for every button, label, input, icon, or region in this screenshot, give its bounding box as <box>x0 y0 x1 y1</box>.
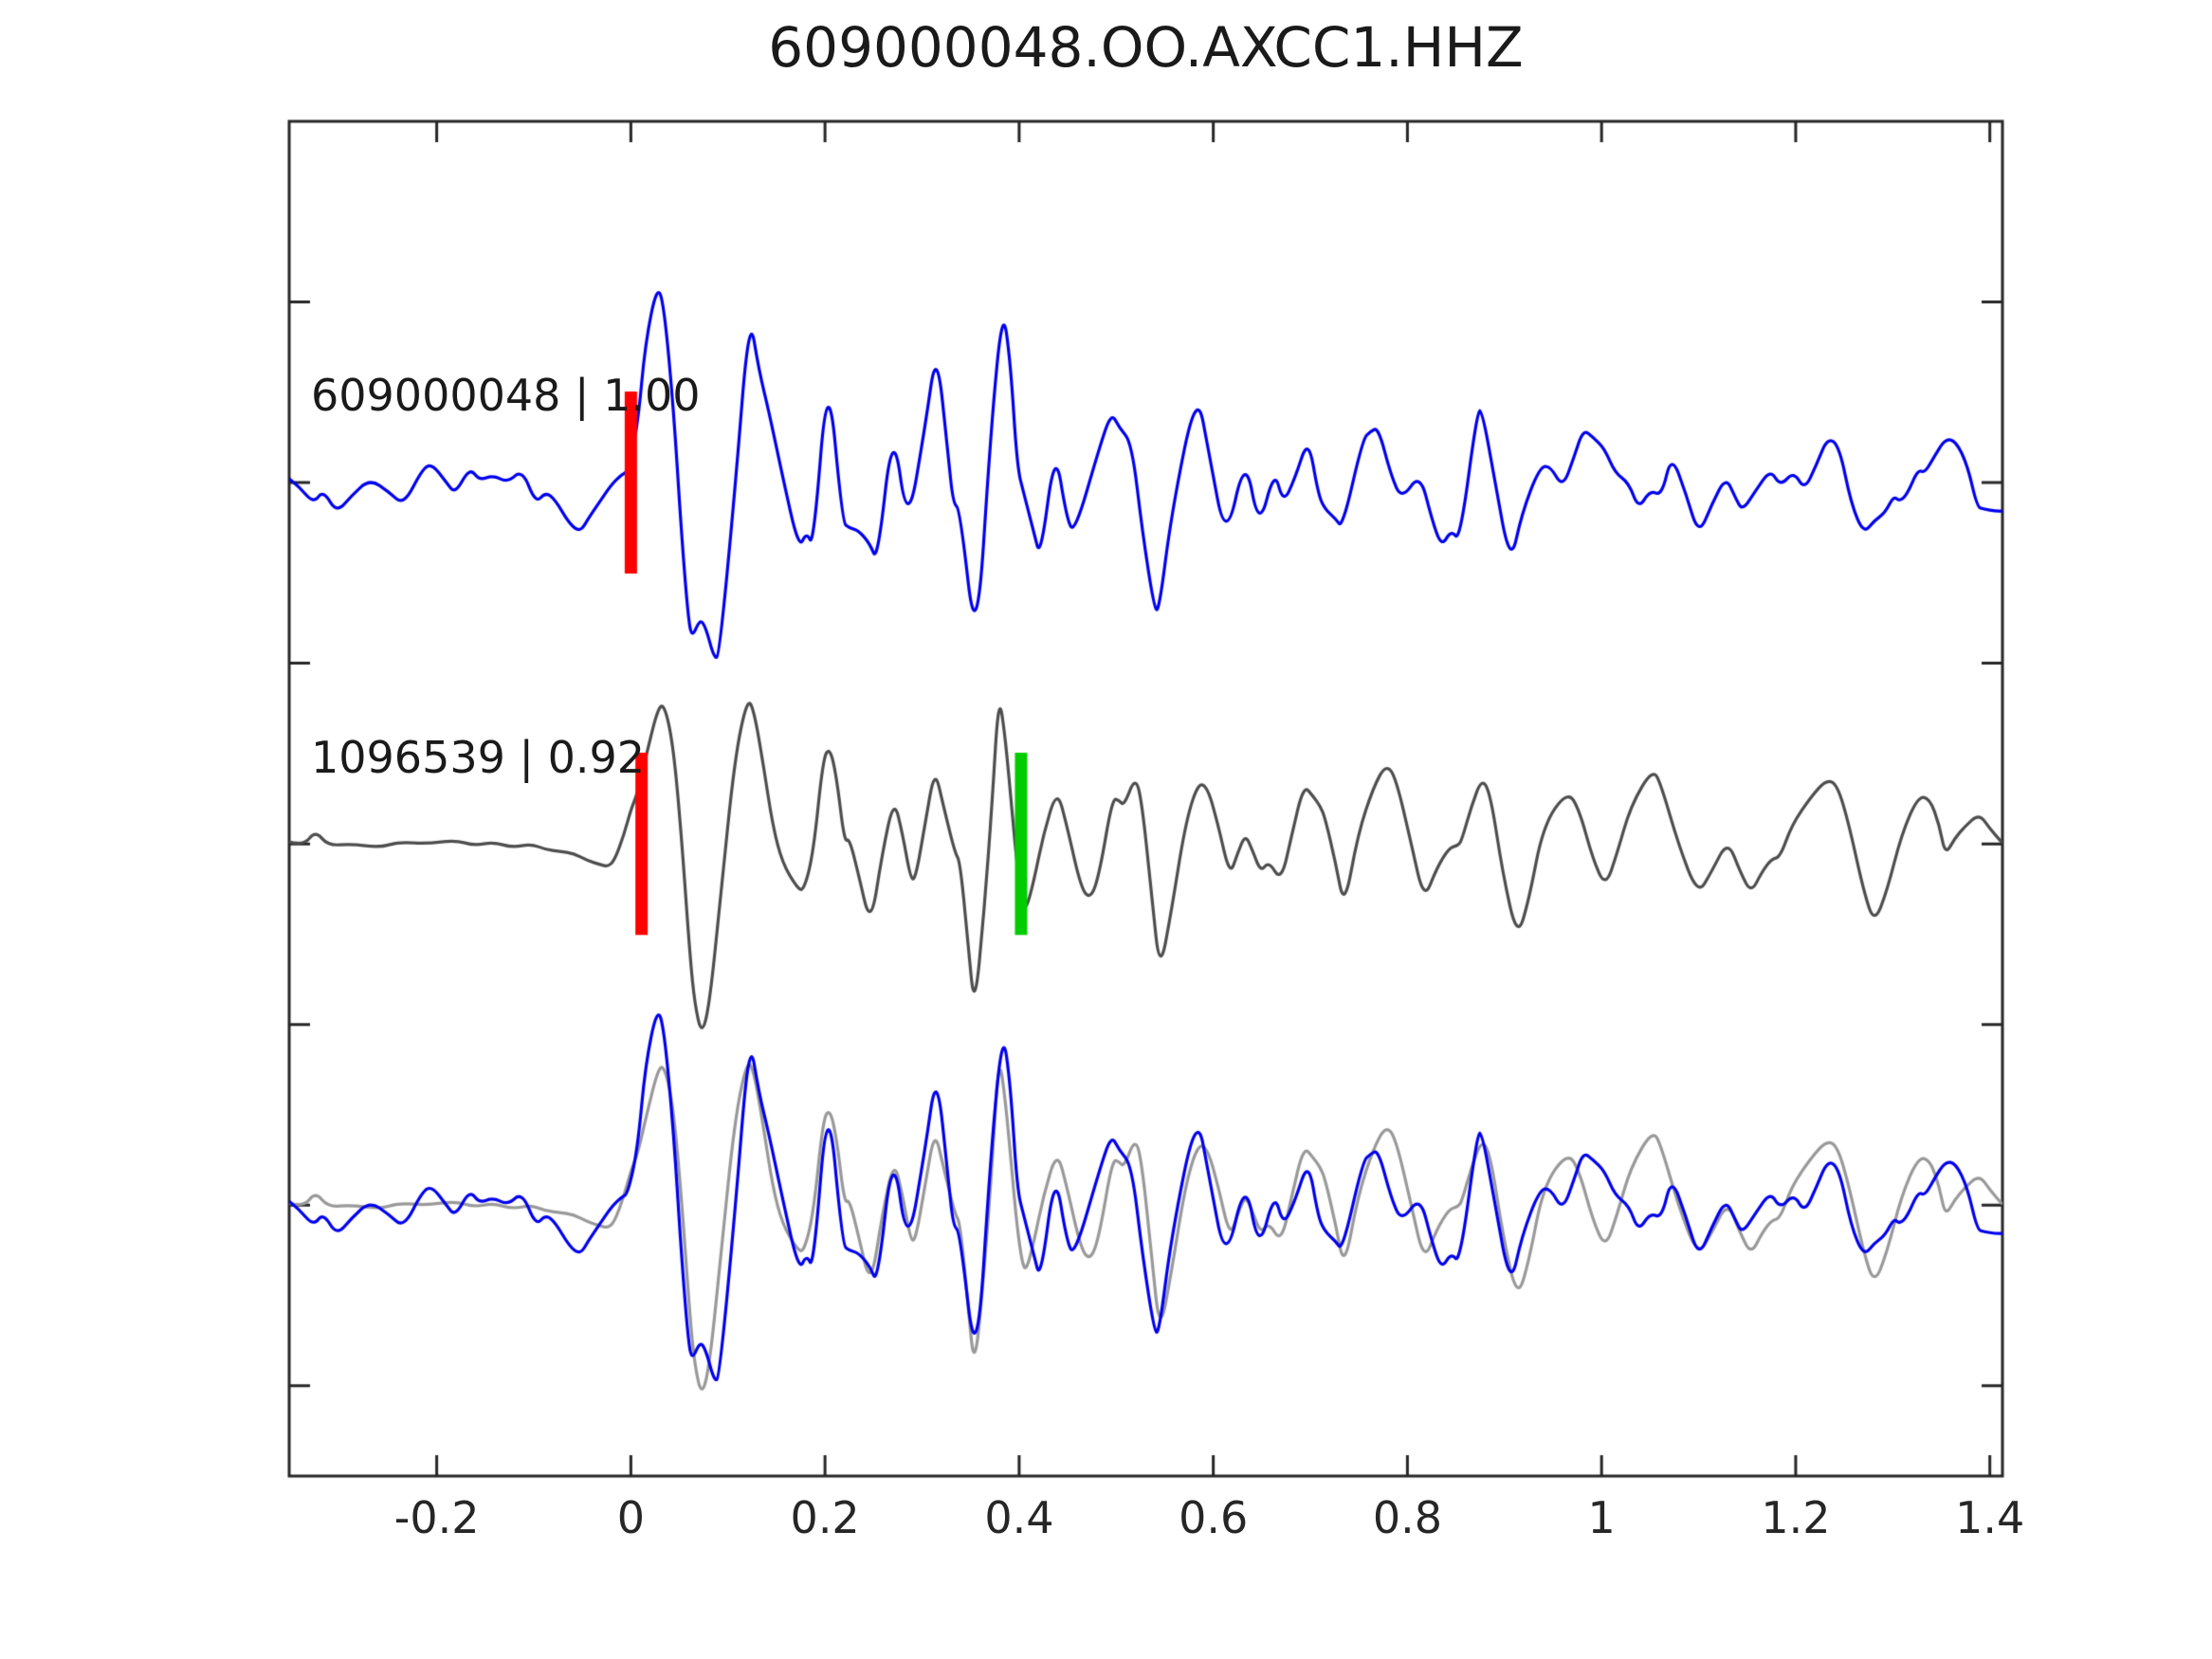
template-trace-label: 609000048 | 1.00 <box>311 370 701 421</box>
x-tick-label: 1.4 <box>1955 1492 2025 1543</box>
x-tick-label: 0 <box>616 1492 646 1543</box>
detection-trace-label: 1096539 | 0.92 <box>311 732 646 783</box>
x-tick-label: 0.6 <box>1179 1492 1249 1543</box>
x-tick-label: 0.4 <box>984 1492 1054 1543</box>
x-tick-label: 1 <box>1587 1492 1616 1543</box>
x-tick-label: 0.8 <box>1372 1492 1442 1543</box>
figure-title: 609000048.OO.AXCC1.HHZ <box>768 15 1524 80</box>
x-tick-label: 0.2 <box>790 1492 860 1543</box>
x-tick-label: 1.2 <box>1761 1492 1831 1543</box>
x-tick-label: -0.2 <box>393 1492 480 1543</box>
